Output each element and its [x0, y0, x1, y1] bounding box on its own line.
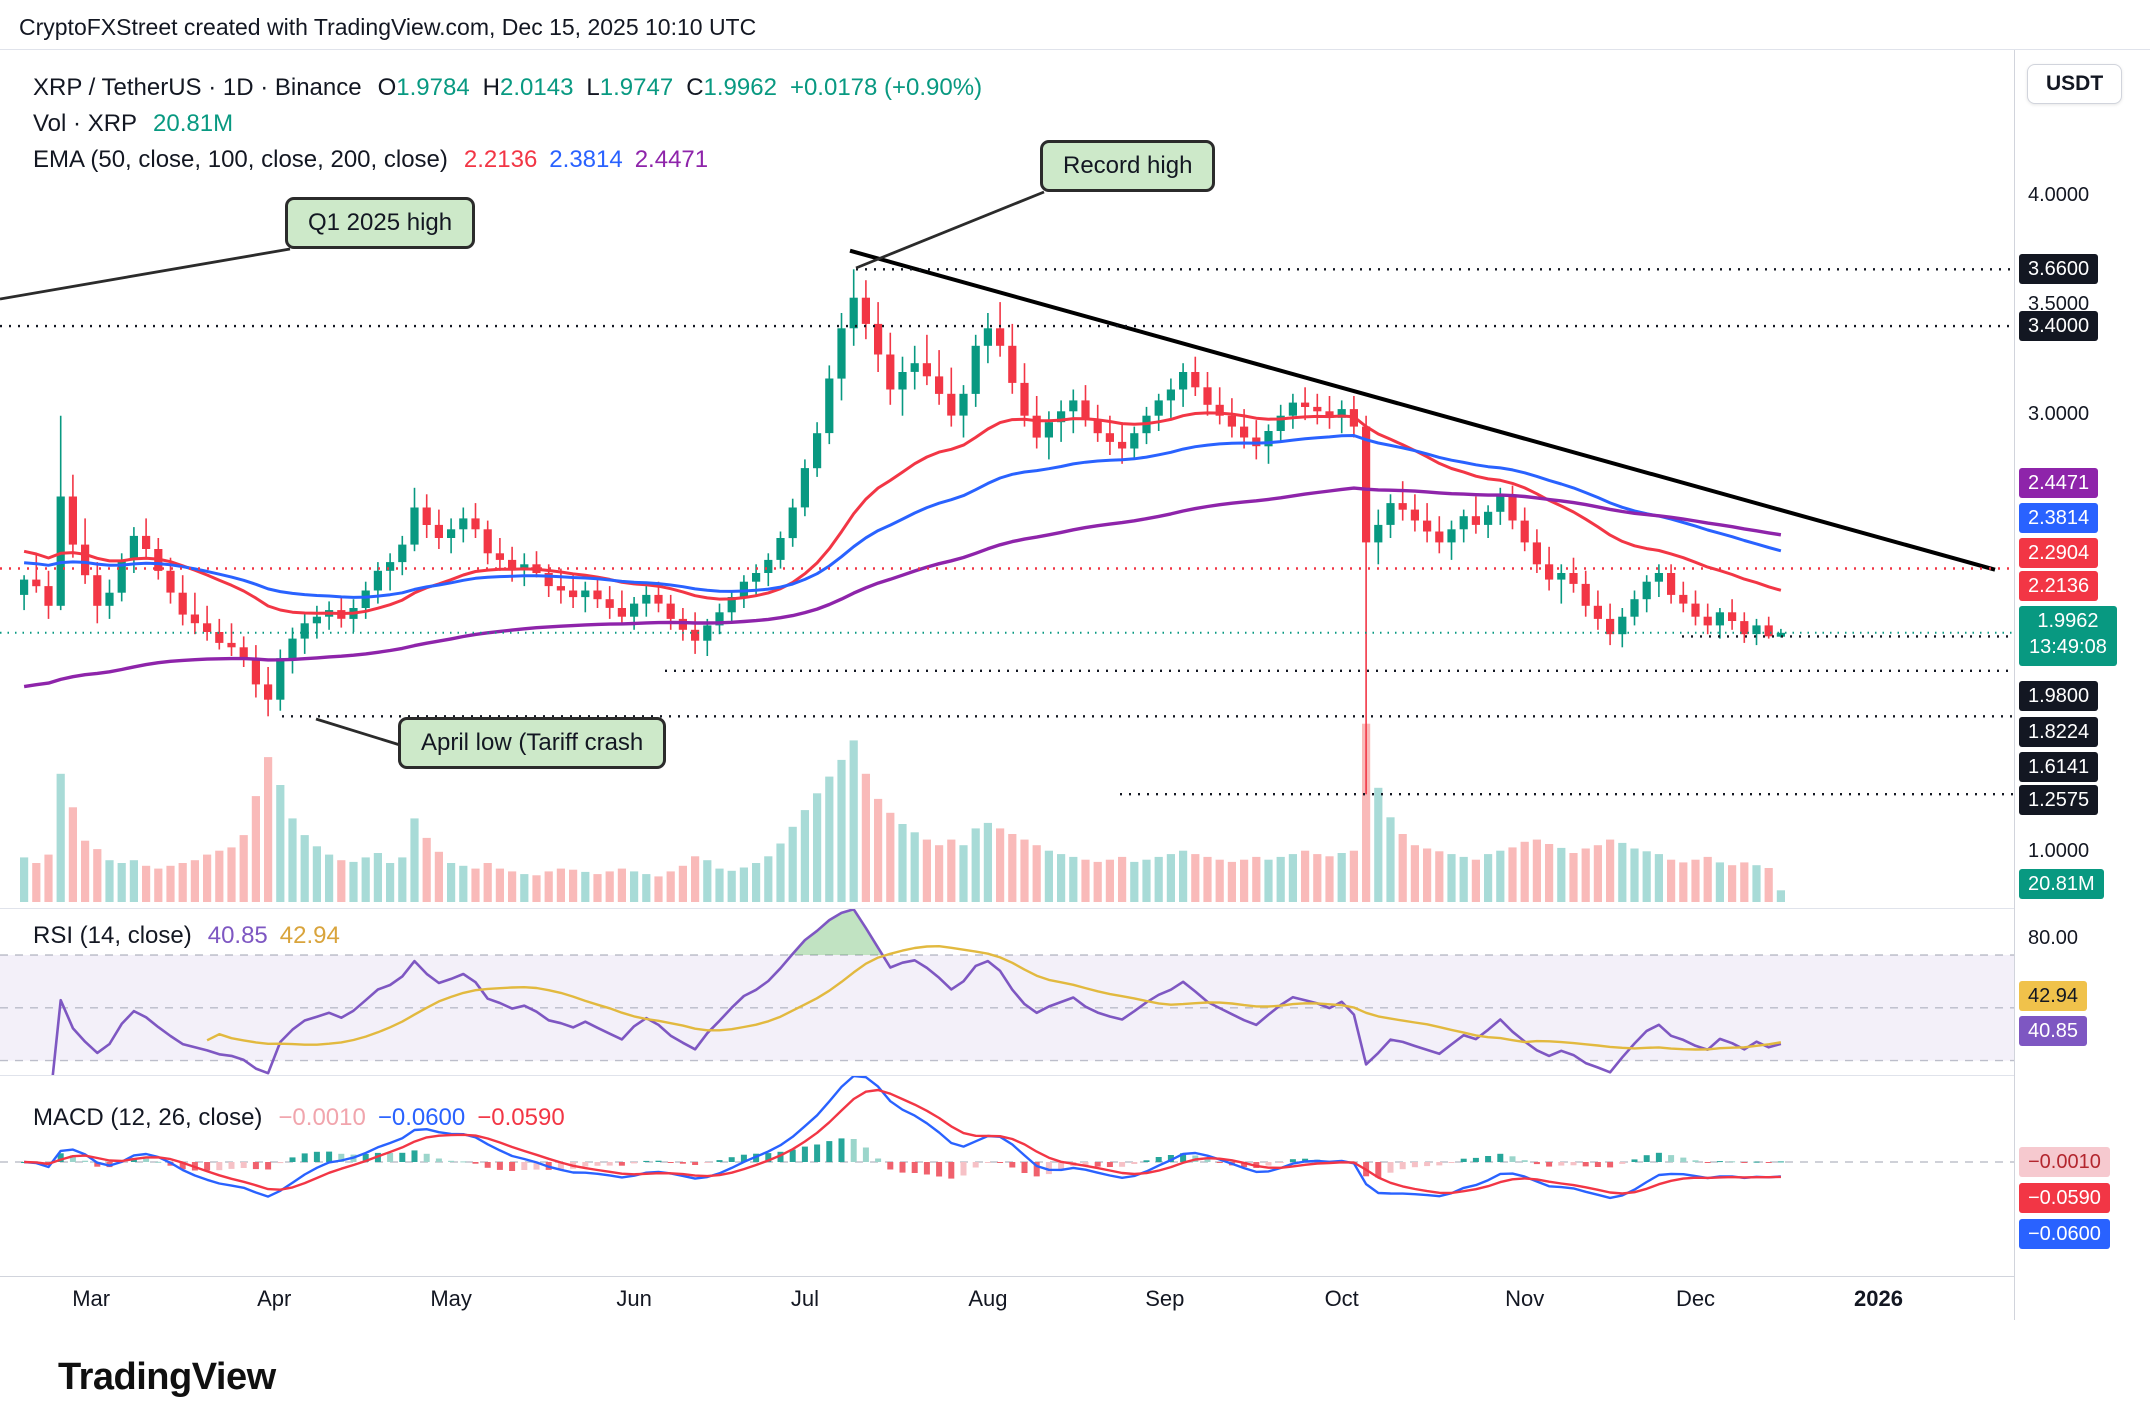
ohlc-open: O1.9784 [377, 74, 470, 101]
macd-hist-value: −0.0010 [278, 1104, 366, 1131]
price-axis-chip: 2.2904 [2019, 538, 2099, 568]
time-axis-label[interactable]: Nov [1505, 1286, 1545, 1311]
price-axis-label: 1.0000 [2028, 840, 2090, 862]
macd-histogram [21, 1138, 1784, 1179]
price-axis-label: 80.00 [2028, 927, 2079, 949]
pane-separator [0, 1075, 2150, 1076]
rsi-legend: RSI (14, close) 40.85 42.94 [33, 918, 352, 954]
ema-line-100 [23, 434, 1782, 599]
bar-countdown: 13:49:08 [2029, 636, 2107, 658]
ema-row: EMA (50, close, 100, close, 200, close) … [33, 142, 982, 178]
price-axis-chip: 2.4471 [2019, 468, 2099, 498]
rsi-ma-value: 42.94 [279, 922, 340, 949]
price-axis-chip: 2.3814 [2019, 503, 2099, 533]
volume-title[interactable]: Vol · XRP [33, 110, 138, 137]
annotation-callout[interactable]: April low (Tariff crash [398, 717, 667, 769]
tradingview-logo[interactable]: TradingView [42, 1356, 276, 1399]
macd-legend: MACD (12, 26, close) −0.0010 −0.0600 −0.… [33, 1100, 577, 1136]
rsi-ma-line [206, 945, 1782, 1051]
callout-tail [855, 190, 1045, 270]
price-axis-chip: 1.8224 [2019, 717, 2099, 747]
time-axis-label[interactable]: Mar [72, 1286, 111, 1311]
price-axis-chip: −0.0600 [2019, 1219, 2110, 1249]
ema-line-50 [23, 411, 1782, 615]
volume-series [20, 723, 1785, 902]
time-axis-label[interactable]: Dec [1675, 1286, 1716, 1311]
rsi-title[interactable]: RSI (14, close) [33, 922, 192, 949]
time-axis-label[interactable]: Oct [1324, 1286, 1359, 1311]
price-axis-chip: 40.85 [2019, 1016, 2088, 1046]
time-axis-label[interactable]: Jul [790, 1286, 819, 1311]
price-axis-chip: 3.6600 [2019, 254, 2099, 284]
time-axis-label[interactable]: May [430, 1286, 472, 1311]
pane-separator [0, 49, 2150, 50]
price-axis-chip: 1.2575 [2019, 785, 2099, 815]
macd-line-value: −0.0600 [377, 1104, 466, 1131]
current-price: 1.9962 [2037, 610, 2099, 632]
annotation-callout[interactable]: Q1 2025 high [285, 197, 476, 249]
macd-signal-line [24, 1088, 1781, 1195]
symbol-row: XRP / TetherUS · 1D · Binance O1.9784 H2… [33, 70, 982, 106]
volume-value: 20.81M [153, 110, 234, 137]
price-axis-chip: 1.6141 [2019, 752, 2099, 782]
ohlc-high: H2.0143 [482, 74, 574, 101]
ohlc-close: C1.9962 [686, 74, 777, 101]
pane-separator [0, 908, 2150, 909]
price-axis-label: 4.0000 [2028, 184, 2090, 206]
macd-signal-value: −0.0590 [477, 1104, 565, 1131]
attribution-text: CryptoFXStreet created with TradingView.… [19, 14, 757, 40]
brand-wordmark: TradingView [58, 1356, 276, 1398]
price-change: +0.0178 (+0.90%) [789, 74, 983, 101]
ema-title[interactable]: EMA (50, close, 100, close, 200, close) [33, 146, 448, 173]
price-axis-chip: −0.0590 [2019, 1183, 2110, 1213]
price-axis-chip: −0.0010 [2019, 1147, 2110, 1177]
ema50-value: 2.2136 [463, 146, 538, 173]
time-axis-label[interactable]: Aug [968, 1286, 1008, 1311]
rsi-value: 40.85 [207, 922, 268, 949]
ema-line-200 [23, 486, 1782, 689]
ohlc-low: L1.9747 [586, 74, 674, 101]
ema200-value: 2.4471 [634, 146, 709, 173]
symbol-title[interactable]: XRP / TetherUS · 1D · Binance [33, 74, 362, 101]
macd-line [23, 1075, 1781, 1200]
time-axis-label[interactable]: Sep [1145, 1286, 1185, 1311]
callout-tail [315, 717, 401, 747]
rsi-line [51, 908, 1782, 1075]
time-axis-label[interactable]: Jun [616, 1286, 652, 1311]
price-axis-label: 3.0000 [2028, 403, 2090, 425]
attribution-header: CryptoFXStreet created with TradingView.… [19, 14, 756, 41]
time-axis-label[interactable]: 2026 [1854, 1286, 1903, 1311]
symbol-legend: XRP / TetherUS · 1D · Binance O1.9784 H2… [33, 70, 982, 178]
currency-button[interactable]: USDT [2027, 64, 2123, 104]
price-axis-chip: 42.94 [2019, 981, 2088, 1011]
price-axis-chip: 1.9800 [2019, 681, 2099, 711]
annotation-callout[interactable]: Record high [1040, 140, 1216, 192]
price-axis[interactable]: USDT 4.0000 3.6600 3.5000 3.4000 3.0000 2.447… [2014, 50, 2150, 1320]
price-axis-chip: 20.81M [2019, 869, 2104, 899]
price-axis-chip: 2.2136 [2019, 571, 2099, 601]
time-axis-label[interactable]: Apr [257, 1286, 292, 1311]
price-axis-chip: 3.4000 [2019, 311, 2099, 341]
time-axis[interactable]: Mar Apr May Jun Jul Aug Sep Oct Nov Dec 2026 [0, 1276, 2150, 1321]
macd-title[interactable]: MACD (12, 26, close) [33, 1104, 263, 1131]
candlestick-series [20, 269, 1785, 795]
descending-trendline[interactable] [849, 248, 1996, 572]
price-axis-label: 3.5000 [2028, 293, 2090, 315]
callout-tail [0, 247, 291, 301]
current-price-chip: 1.9962 13:49:08 [2019, 606, 2117, 666]
volume-row: Vol · XRP 20.81M [33, 106, 982, 142]
ema100-value: 2.3814 [549, 146, 623, 173]
